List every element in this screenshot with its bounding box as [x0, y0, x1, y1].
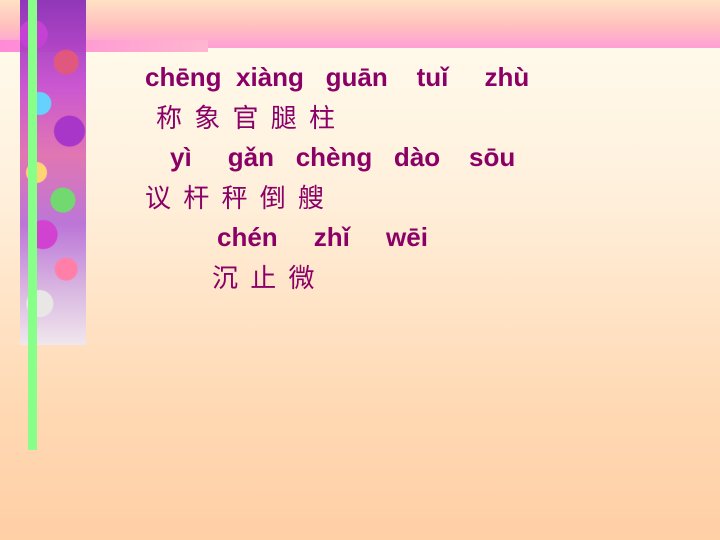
hanzi-line-3: 沉 止 微: [212, 264, 317, 294]
green-vertical-bar: [28, 0, 37, 450]
hanzi-line-1: 称 象 官 腿 柱: [156, 104, 338, 134]
hanzi-line-2: 议 杆 秤 倒 艘: [145, 184, 327, 214]
pinyin-line-2: yì gǎn chèng dào sōu: [170, 142, 516, 172]
pinyin-line-3: chén zhǐ wēi: [217, 222, 428, 252]
pinyin-line-1: chēng xiàng guān tuǐ zhù: [145, 62, 530, 92]
